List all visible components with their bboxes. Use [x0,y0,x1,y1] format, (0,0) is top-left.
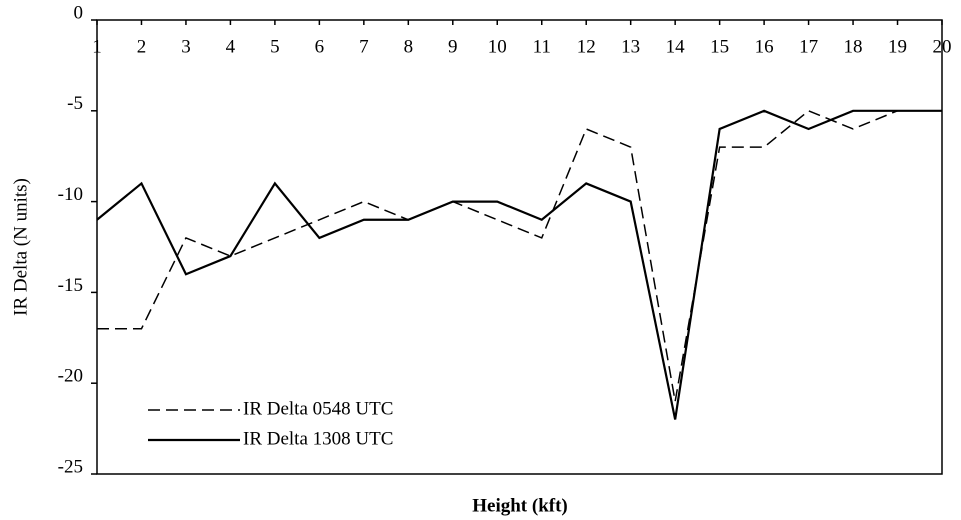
x-tick-label: 17 [799,36,818,57]
x-tick-label: 5 [270,36,280,57]
y-tick-label: -5 [67,93,83,114]
x-tick-label: 3 [181,36,191,57]
x-tick-label: 11 [533,36,551,57]
series-line [96,109,942,420]
x-tick-label: 19 [888,36,907,57]
plot-frame [96,19,943,475]
x-tick-label: 13 [621,36,640,57]
x-tick-label: 4 [226,36,236,57]
x-tick-label: 12 [577,36,596,57]
series-line [97,109,942,402]
x-tick-label: 18 [844,36,863,57]
y-tick-label: -20 [58,366,83,387]
x-tick-label: 8 [404,36,414,57]
x-tick-label: 7 [359,36,369,57]
x-tick-label: 14 [666,36,686,57]
legend-label: IR Delta 0548 UTC [243,398,393,419]
x-tick-label: 9 [448,36,458,57]
x-tick-label: 1 [92,36,102,57]
x-axis-label: Height (kft) [472,495,568,516]
y-tick-label: -15 [58,275,83,296]
x-tick-label: 6 [315,36,325,57]
legend-label: IR Delta 1308 UTC [243,428,393,449]
y-axis-label: IR Delta (N units) [10,178,31,316]
y-tick-label: -10 [58,184,83,205]
x-tick-label: 15 [710,36,729,57]
x-tick-label: 2 [137,36,147,57]
x-tick-label: 20 [933,36,952,57]
y-tick-label: -25 [58,456,83,477]
x-tick-label: 10 [488,36,507,57]
y-tick-label: 0 [74,2,84,23]
x-tick-label: 16 [755,36,774,57]
